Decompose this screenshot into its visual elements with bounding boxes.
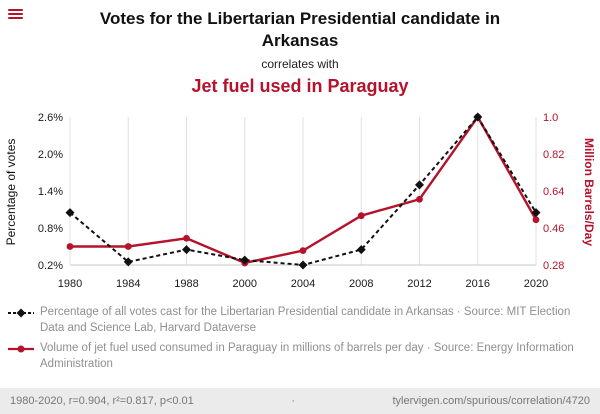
legend-item-jetfuel: Volume of jet fuel used consumed in Para… <box>8 341 590 372</box>
svg-text:0.8%: 0.8% <box>38 223 63 235</box>
diamond-marker <box>415 180 424 190</box>
svg-text:0.64: 0.64 <box>543 186 564 198</box>
svg-text:1.0: 1.0 <box>543 112 558 124</box>
diamond-marker <box>473 112 483 122</box>
circle-marker <box>183 235 190 242</box>
svg-text:1988: 1988 <box>174 278 198 290</box>
footer-site-url: tylervigen.com/spurious/correlation/4720 <box>392 395 591 407</box>
correlates-with-label: correlates with <box>261 57 339 72</box>
footer-bar: 1980-2020, r=0.904, r²=0.817, p<0.01 · t… <box>0 388 600 414</box>
svg-text:0.2%: 0.2% <box>38 260 63 272</box>
diamond-marker <box>123 257 133 267</box>
svg-text:0.82: 0.82 <box>543 149 564 161</box>
chart-area: Percentage of votes 2.6% 2.0% 1.4% 0.8% 0.2%… <box>0 105 600 297</box>
legend-text-votes: Percentage of all votes cast for the Lib… <box>40 306 571 334</box>
left-tick-labels: 2.6% 2.0% 1.4% 0.8% 0.2% <box>38 112 63 272</box>
black-dashed-diamond-series-icon <box>8 305 34 336</box>
legend-text-jetfuel: Volume of jet fuel used consumed in Para… <box>40 342 574 370</box>
diamond-marker <box>65 208 75 218</box>
svg-text:2.6%: 2.6% <box>38 112 63 124</box>
secondary-title: Jet fuel used in Paraguay <box>191 76 409 97</box>
circle-marker <box>66 243 74 251</box>
circle-marker <box>416 196 423 203</box>
right-axis-label-col: Million Barrels/Day <box>578 105 600 297</box>
svg-text:2020: 2020 <box>524 278 548 290</box>
menu-icon[interactable] <box>8 7 23 21</box>
left-axis-label: Percentage of votes <box>4 138 18 245</box>
svg-text:1984: 1984 <box>116 278 140 290</box>
footer-separator: · <box>291 395 295 407</box>
line-chart: 2.6%2.0%1.4%0.8%0.2%1.00.820.640.460.281… <box>38 112 565 290</box>
svg-text:1.4%: 1.4% <box>38 186 63 198</box>
diamond-marker <box>356 245 366 255</box>
circle-marker <box>357 212 365 220</box>
diamond-marker <box>531 208 541 218</box>
diamond-marker <box>298 260 308 270</box>
svg-text:2008: 2008 <box>349 278 373 290</box>
page-title: Votes for the Libertarian Presidential c… <box>99 9 501 51</box>
svg-text:1980: 1980 <box>58 278 82 290</box>
circle-marker <box>124 243 132 251</box>
svg-text:0.28: 0.28 <box>543 260 564 272</box>
svg-text:2004: 2004 <box>291 278 315 290</box>
left-axis-label-col: Percentage of votes <box>0 105 22 297</box>
gridlines <box>69 117 537 266</box>
right-axis-label: Million Barrels/Day <box>582 137 596 246</box>
right-tick-labels: 1.0 0.82 0.64 0.46 0.28 <box>543 112 564 272</box>
header: Votes for the Libertarian Presidential c… <box>0 0 600 97</box>
svg-text:2.0%: 2.0% <box>38 149 63 161</box>
svg-text:0.46: 0.46 <box>543 223 564 235</box>
x-tick-labels: 1980 1984 1988 2000 2004 2008 2012 2016 2020 <box>58 278 548 290</box>
diamond-marker <box>182 245 191 255</box>
legend: Percentage of all votes cast for the Lib… <box>8 305 590 377</box>
legend-item-votes: Percentage of all votes cast for the Lib… <box>8 305 590 336</box>
svg-text:2016: 2016 <box>466 278 490 290</box>
svg-text:2012: 2012 <box>407 278 431 290</box>
svg-text:2000: 2000 <box>233 278 257 290</box>
footer-stats: 1980-2020, r=0.904, r²=0.817, p<0.01 <box>10 395 194 407</box>
red-line-circle-series-icon <box>8 341 34 372</box>
circle-marker <box>299 247 307 255</box>
circle-marker <box>532 216 540 224</box>
